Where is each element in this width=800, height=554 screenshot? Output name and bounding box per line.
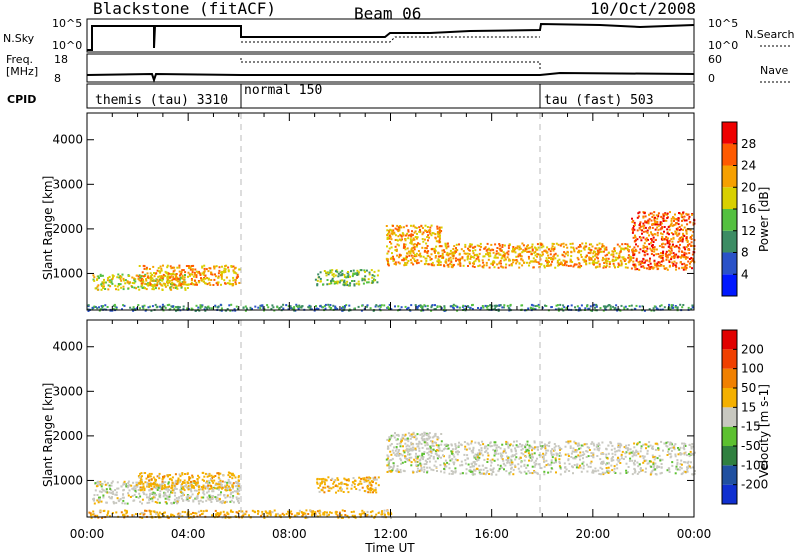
colorbar-swatch [722,209,737,231]
colorbar-tick-label: -15 [741,420,761,434]
colorbar-swatch [722,252,737,275]
colorbar-tick-label: 200 [741,342,764,356]
power-data [87,211,696,312]
colorbar-swatch [722,426,737,446]
power-panel: 1000 2000 3000 4000 Slant Range [km] [41,112,696,312]
freq-label: Freq. [6,53,33,66]
freq-line [86,71,695,84]
colorbar-tick-label: 100 [741,362,764,376]
colorbar-tick-label: -100 [741,458,768,472]
scatter-region [385,431,443,474]
scatter-region [385,224,443,267]
station-title: Blackstone (fitACF) [93,0,276,18]
x-tick-label: 00:00 [677,527,712,541]
y-tick-label: 4000 [52,340,83,354]
x-tick-label: 08:00 [272,527,307,541]
x-tick-label: 00:00 [70,527,105,541]
nsky-tick-top: 10^5 [52,17,82,30]
velocity-y-ticks: 1000 2000 3000 4000 [52,340,694,487]
x-axis-label: Time UT [364,541,415,554]
cpid-strip: CPID themis (tau) 3310 normal 150 tau (f… [7,83,695,109]
x-tick-label: 04:00 [171,527,206,541]
colorbar-swatch [722,330,737,350]
power-x-minor-ticks [86,113,695,310]
colorbar-swatch [722,368,737,388]
velocity-colorbar: 200 100 50 15 -15 -50 -100 -200 [721,329,768,505]
scatter-region [137,471,240,492]
power-ylabel: Slant Range [km] [41,176,55,280]
y-tick-label: 1000 [52,473,83,487]
colorbar-swatch [722,187,737,209]
colorbar-tick-label: 16 [741,202,756,216]
colorbar-tick-label: 4 [741,267,749,281]
scatter-region [137,264,241,287]
y-tick-label: 4000 [52,133,83,147]
nsearch-tick-bottom: 10^0 [708,39,738,52]
scatter-region [441,440,696,476]
scatter-region [314,269,380,287]
colorbar-swatch [722,349,737,369]
beam-title: Beam 06 [354,4,421,23]
colorbar-swatch [722,407,737,427]
colorbar-tick-label: -50 [741,439,761,453]
velocity-panel: 1000 2000 3000 4000 Slant Range [km] [41,319,696,519]
date-title: 10/Oct/2008 [590,0,696,18]
nave-line [240,58,541,70]
colorbar-tick-label: 8 [741,246,749,260]
colorbar-swatch [722,143,737,166]
x-tick-label: 20:00 [576,527,611,541]
nave-label: Nave [760,64,788,77]
x-tick-label: 12:00 [373,527,408,541]
colorbar-swatch [722,465,737,485]
colorbar-swatch [722,165,737,188]
nsky-line [87,22,695,51]
scatter-region [88,509,393,519]
colorbar-tick-label: 50 [741,381,756,395]
colorbar-tick-label: 28 [741,137,756,151]
colorbar-swatch [722,230,737,253]
scatter-region [316,476,380,494]
colorbar-tick-label: -200 [741,478,768,492]
freq-tick-bottom: 8 [54,72,61,85]
cpid-segment-label: normal 150 [244,83,322,98]
y-tick-label: 2000 [52,429,83,443]
colorbar-swatch [722,484,737,504]
cpid-segment-label: tau (fast) 503 [544,93,654,108]
velocity-ylabel: Slant Range [km] [41,383,55,487]
colorbar-tick-label: 12 [741,224,756,238]
velocity-colorbar-label: Velocity [m s-1] [757,384,771,478]
nsky-label: N.Sky [3,32,35,45]
cpid-segment-label: themis (tau) 3310 [95,93,228,108]
colorbar-swatch [722,122,737,144]
x-axis-tick-labels: 00:00 04:00 08:00 12:00 16:00 20:00 00:00 [70,527,712,541]
colorbar-swatch [722,274,737,296]
freq-strip: Freq. [MHz] 18 8 60 0 Nave [6,53,790,85]
y-tick-label: 3000 [52,177,83,191]
y-tick-label: 3000 [52,384,83,398]
y-tick-label: 1000 [52,266,83,280]
cpid-label: CPID [7,93,36,106]
colorbar-tick-label: 15 [741,400,756,414]
velocity-data [88,431,696,519]
power-y-ticks: 1000 2000 3000 4000 [52,133,694,280]
colorbar-tick-label: 24 [741,159,756,173]
nsearch-label: N.Search [745,28,795,41]
x-tick-label: 16:00 [474,527,509,541]
colorbar-swatch [722,446,737,466]
velocity-x-minor-ticks [86,320,695,517]
y-tick-label: 2000 [52,222,83,236]
nave-tick-top: 60 [708,53,722,66]
colorbar-swatch [722,388,737,408]
power-colorbar-label: Power [dB] [757,187,771,252]
freq-tick-top: 18 [54,53,68,66]
nsearch-tick-top: 10^5 [708,17,738,30]
nsky-tick-bottom: 10^0 [52,39,82,52]
nsearch-line [241,36,540,43]
nsky-strip: N.Sky 10^5 10^0 10^5 10^0 N.Search [3,17,795,53]
colorbar-tick-label: 20 [741,180,756,194]
freq-unit: [MHz] [6,65,38,78]
power-colorbar: 4 8 12 16 20 24 28 [721,121,756,297]
nave-tick-bottom: 0 [708,72,715,85]
